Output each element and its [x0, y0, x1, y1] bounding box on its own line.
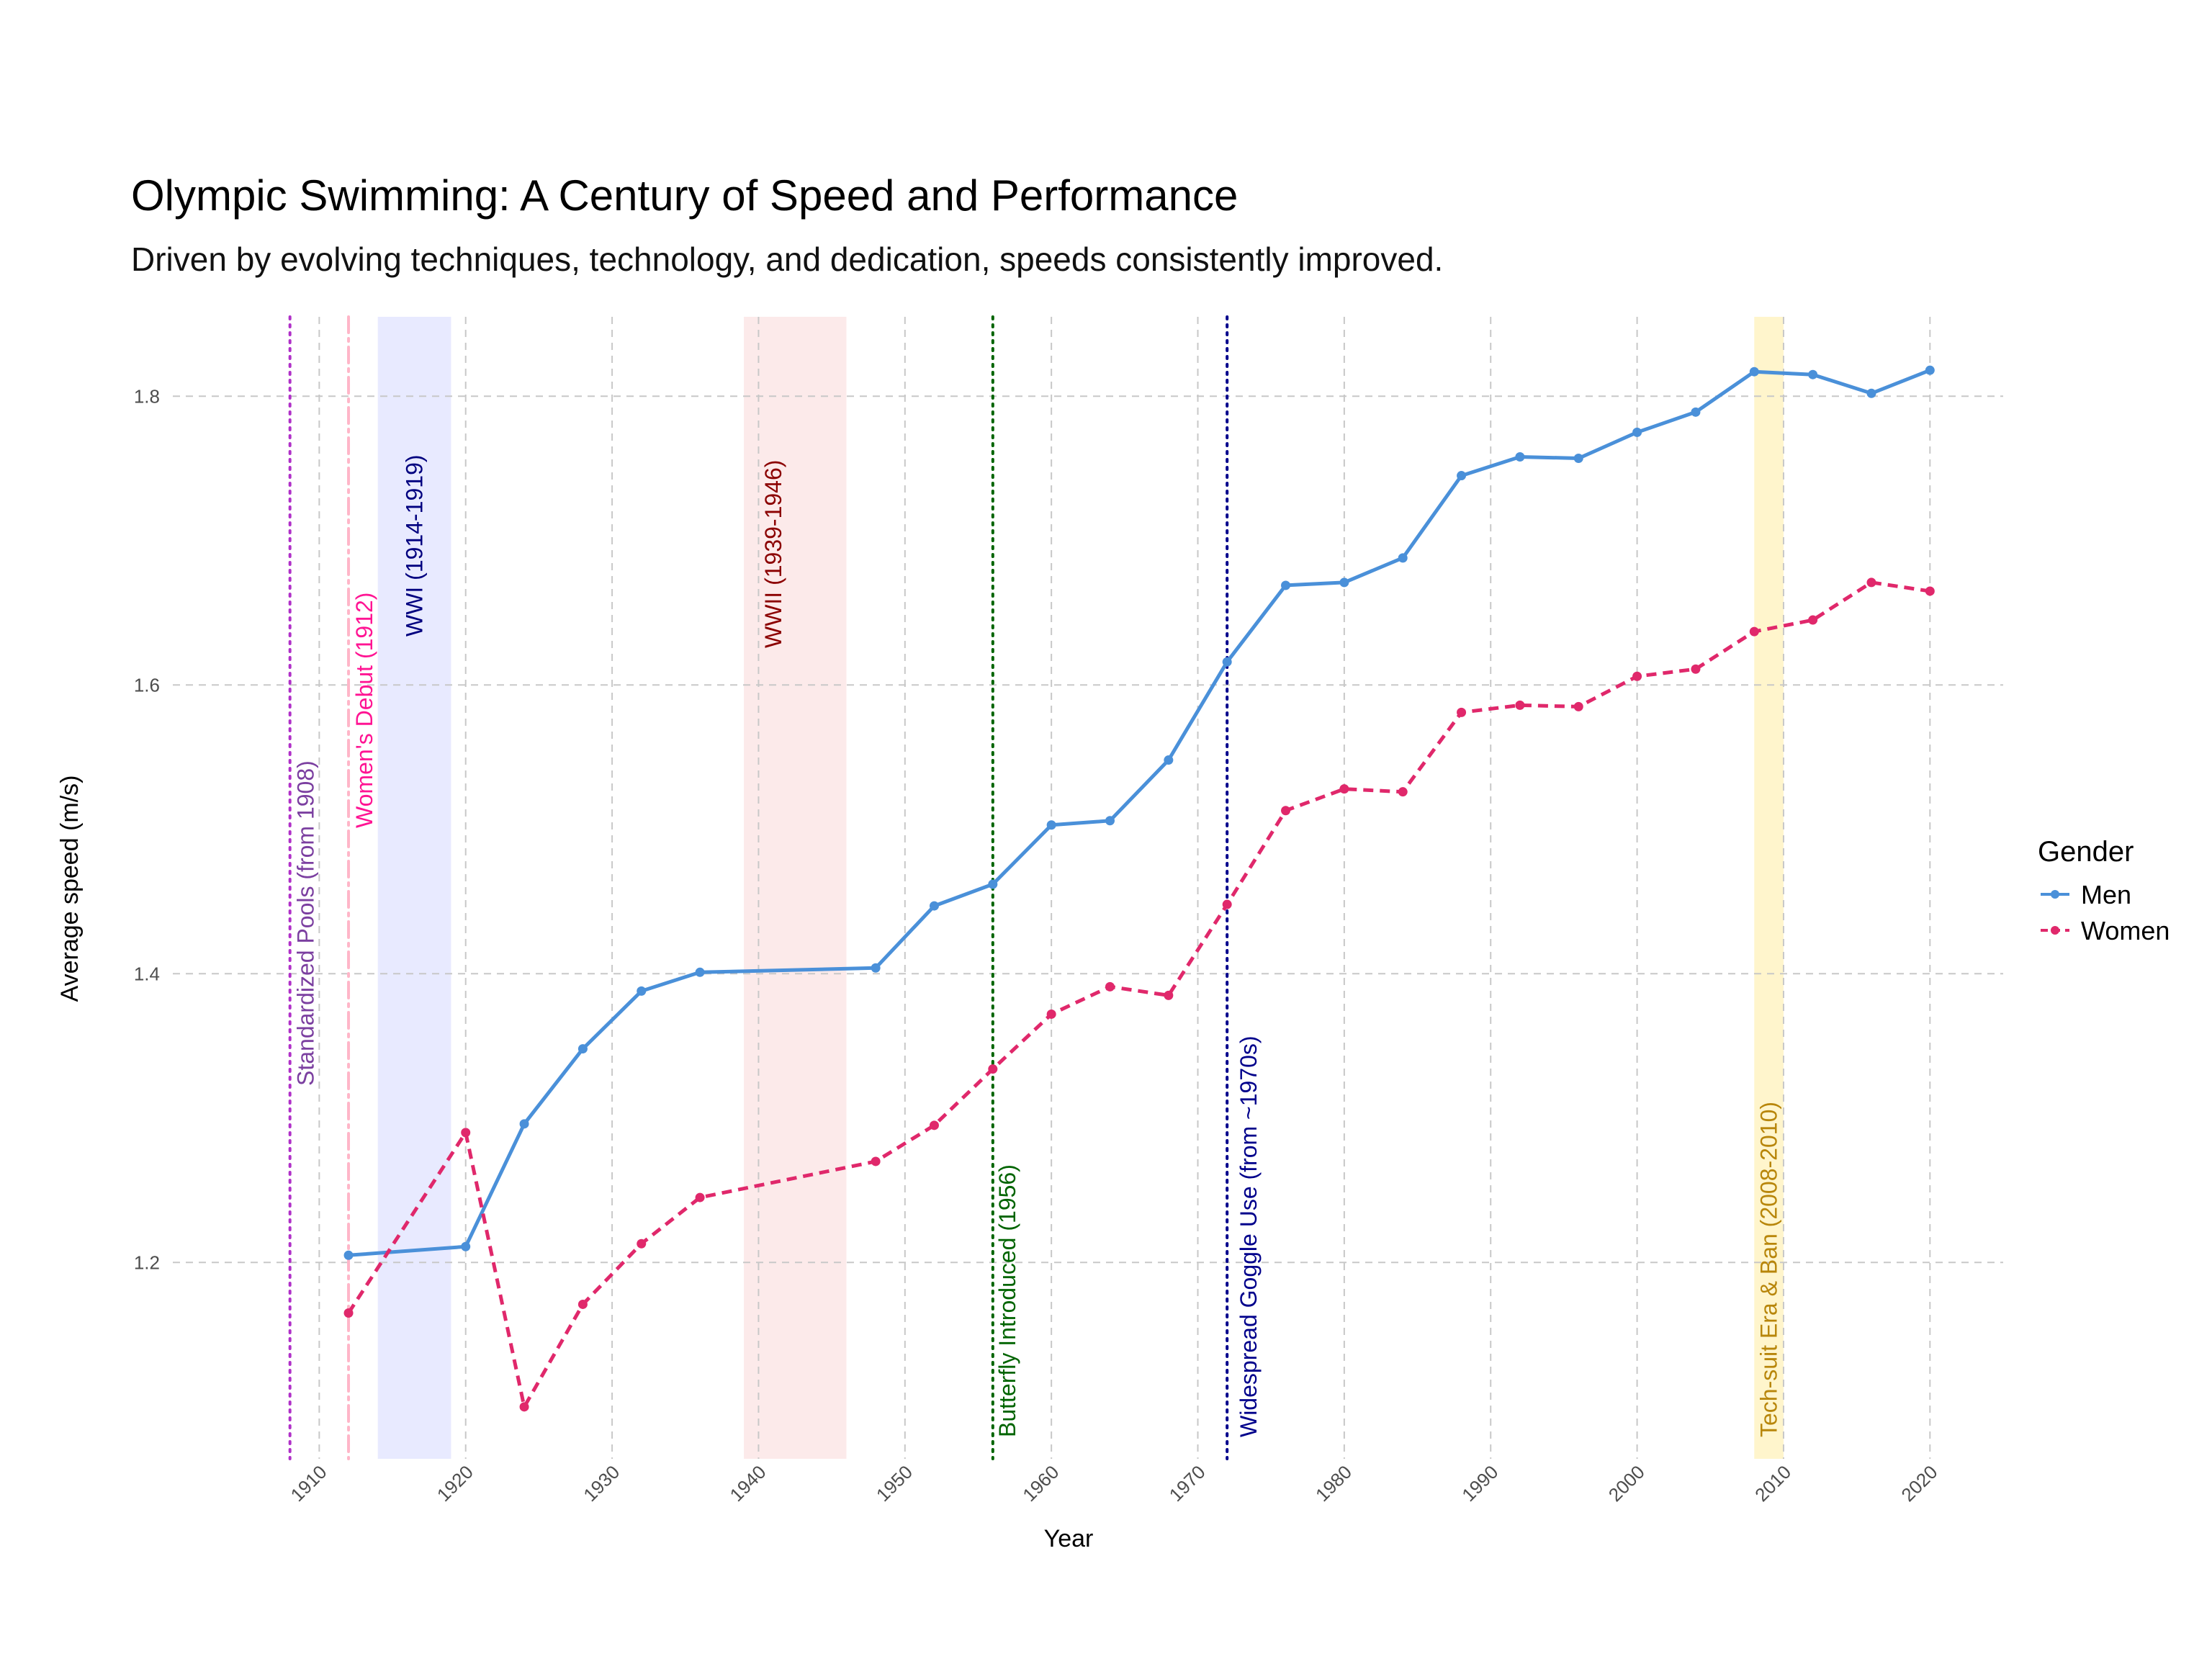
data-point-women	[1632, 671, 1642, 681]
y-axis-ticks: 1.2 1.4 1.6 1.8	[134, 385, 160, 1273]
legend: Gender Men Women	[2038, 836, 2170, 945]
data-point-women	[1691, 664, 1701, 674]
data-point-men	[1515, 451, 1525, 462]
chart-title: Olympic Swimming: A Century of Speed and…	[131, 171, 1238, 220]
data-point-men	[519, 1119, 529, 1129]
data-point-women	[1925, 586, 1935, 596]
annotation-standardized-pools: Standardized Pools (from 1908)	[293, 760, 319, 1086]
x-axis-ticks: 1910 1920 1930 1940 1950 1960 1970 1980 1990 2000…	[287, 1461, 1942, 1506]
band-wwi	[377, 317, 451, 1459]
x-tick-label: 2020	[1897, 1461, 1941, 1506]
series-line-women	[346, 580, 1930, 1409]
x-tick-label: 1970	[1165, 1461, 1210, 1506]
data-point-women	[988, 1064, 998, 1074]
annotation-wwii: WWII (1939-1946)	[760, 460, 786, 648]
data-point-men	[1632, 427, 1642, 437]
annotation-techsuit: Tech-suit Era & Ban (2008-2010)	[1756, 1102, 1782, 1437]
data-point-women	[871, 1156, 881, 1166]
annotations: Standardized Pools (from 1908) Women's De…	[293, 454, 1782, 1437]
y-tick-label: 1.6	[134, 674, 160, 696]
legend-marker-women	[2051, 926, 2059, 935]
data-point-men	[929, 901, 939, 911]
x-tick-label: 1910	[287, 1461, 331, 1506]
data-point-women	[1457, 707, 1467, 717]
data-point-women	[929, 1120, 939, 1130]
data-point-women	[1339, 784, 1349, 794]
data-point-men	[1691, 407, 1701, 417]
legend-marker-men	[2051, 890, 2059, 899]
series-line-men	[348, 368, 1931, 1257]
data-point-women	[1573, 701, 1583, 711]
x-tick-label: 1940	[726, 1461, 770, 1506]
data-point-women	[1222, 899, 1232, 909]
gridlines	[173, 317, 2003, 1459]
data-point-women	[519, 1402, 529, 1412]
annotation-butterfly: Butterfly Introduced (1956)	[994, 1164, 1020, 1437]
data-point-women	[1164, 990, 1174, 1000]
y-axis-title: Average speed (m/s)	[56, 775, 84, 1002]
data-point-men	[1925, 365, 1935, 375]
x-tick-label: 1950	[872, 1461, 917, 1506]
data-point-men	[695, 967, 705, 977]
data-point-women	[1281, 806, 1291, 816]
band-techsuit	[1754, 317, 1784, 1459]
legend-item-women: Women	[2041, 916, 2170, 945]
data-point-men	[1398, 553, 1408, 563]
annotation-goggles: Widespread Goggle Use (from ~1970s)	[1236, 1035, 1262, 1437]
legend-label-women: Women	[2081, 916, 2170, 945]
x-tick-label: 1990	[1457, 1461, 1502, 1506]
x-tick-label: 2010	[1750, 1461, 1795, 1506]
data-point-women	[695, 1192, 705, 1202]
data-point-women	[637, 1238, 647, 1249]
data-point-men	[871, 963, 881, 973]
data-point-men	[1046, 820, 1056, 830]
data-point-women	[1046, 1009, 1056, 1019]
data-point-men	[1808, 369, 1818, 379]
data-point-women	[461, 1128, 471, 1138]
legend-title: Gender	[2038, 836, 2134, 868]
data-point-men	[1222, 657, 1232, 667]
data-point-men	[1573, 453, 1583, 463]
x-tick-label: 1980	[1311, 1461, 1356, 1506]
annotation-wwi: WWI (1914-1919)	[402, 454, 428, 637]
x-tick-label: 1960	[1018, 1461, 1063, 1506]
data-point-men	[988, 879, 998, 889]
data-point-women	[1105, 981, 1115, 992]
data-point-women	[1866, 577, 1876, 588]
data-point-men	[1866, 388, 1876, 398]
y-tick-label: 1.2	[134, 1251, 160, 1273]
data-point-men	[1164, 755, 1174, 765]
x-axis-title: Year	[1044, 1525, 1094, 1552]
data-point-men	[1339, 577, 1349, 588]
y-tick-label: 1.4	[134, 963, 160, 984]
legend-item-men: Men	[2041, 880, 2131, 909]
series-lines	[343, 365, 1935, 1412]
data-point-men	[461, 1241, 471, 1251]
x-tick-label: 1920	[433, 1461, 477, 1506]
legend-label-men: Men	[2081, 880, 2131, 909]
data-point-women	[343, 1308, 354, 1318]
data-point-men	[1281, 580, 1291, 590]
data-point-men	[577, 1044, 588, 1054]
data-point-women	[1808, 615, 1818, 625]
data-point-men	[343, 1250, 354, 1260]
shaded-periods	[377, 317, 1784, 1459]
x-tick-label: 2000	[1604, 1461, 1649, 1506]
data-point-men	[1457, 471, 1467, 481]
data-point-women	[1398, 787, 1408, 797]
x-tick-label: 1930	[579, 1461, 624, 1506]
chart-subtitle: Driven by evolving techniques, technolog…	[131, 240, 1443, 278]
band-wwii	[744, 317, 847, 1459]
y-tick-label: 1.8	[134, 385, 160, 407]
data-point-women	[577, 1299, 588, 1309]
annotation-womens-debut: Women's Debut (1912)	[351, 593, 377, 828]
data-point-men	[1105, 816, 1115, 826]
data-point-women	[1515, 700, 1525, 710]
data-point-women	[1749, 626, 1759, 637]
data-point-men	[1749, 367, 1759, 377]
data-point-men	[637, 986, 647, 996]
